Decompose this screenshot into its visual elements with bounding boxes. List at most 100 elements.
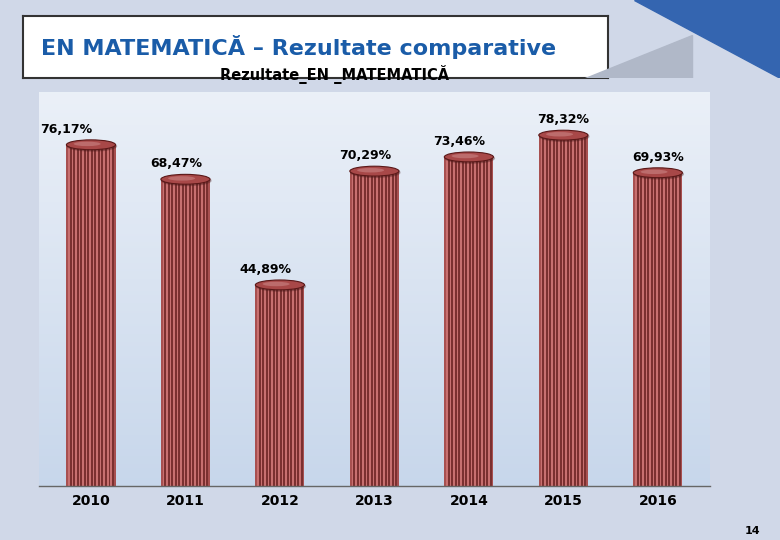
- Bar: [39, 380, 710, 382]
- Ellipse shape: [540, 132, 589, 141]
- Bar: [39, 366, 710, 368]
- Bar: [266, 285, 268, 486]
- Bar: [481, 157, 483, 486]
- Ellipse shape: [350, 166, 399, 176]
- Bar: [173, 179, 175, 486]
- Bar: [39, 200, 710, 202]
- Bar: [392, 171, 394, 486]
- Bar: [96, 145, 98, 486]
- Bar: [39, 299, 710, 301]
- Ellipse shape: [263, 282, 289, 286]
- Bar: [172, 179, 173, 486]
- Bar: [39, 255, 710, 258]
- Bar: [366, 171, 367, 486]
- Bar: [39, 214, 710, 216]
- Bar: [644, 173, 646, 486]
- Ellipse shape: [445, 152, 494, 162]
- Bar: [658, 173, 660, 486]
- Bar: [574, 135, 576, 486]
- Bar: [542, 135, 544, 486]
- Ellipse shape: [161, 174, 210, 184]
- Bar: [39, 98, 710, 100]
- Bar: [656, 173, 658, 486]
- Bar: [39, 301, 710, 303]
- Bar: [374, 171, 376, 486]
- Text: EN MATEMATICĂ – Rezultate comparative: EN MATEMATICĂ – Rezultate comparative: [41, 35, 556, 59]
- Bar: [674, 173, 675, 486]
- Bar: [203, 179, 204, 486]
- Bar: [39, 125, 710, 127]
- Bar: [456, 157, 459, 486]
- Bar: [649, 173, 651, 486]
- Bar: [39, 157, 710, 159]
- Bar: [39, 464, 710, 466]
- Bar: [39, 468, 710, 470]
- Bar: [39, 484, 710, 486]
- Bar: [477, 157, 480, 486]
- Bar: [39, 458, 710, 461]
- Bar: [186, 179, 187, 486]
- Bar: [642, 173, 643, 486]
- Bar: [39, 100, 710, 102]
- Bar: [39, 320, 710, 322]
- Bar: [546, 135, 548, 486]
- Bar: [105, 145, 107, 486]
- Bar: [39, 230, 710, 232]
- Bar: [491, 157, 494, 486]
- Bar: [39, 285, 710, 287]
- Bar: [39, 358, 710, 360]
- Bar: [581, 135, 583, 486]
- Bar: [271, 285, 273, 486]
- Bar: [39, 110, 710, 112]
- Bar: [39, 421, 710, 423]
- Bar: [672, 173, 674, 486]
- Bar: [480, 157, 481, 486]
- Bar: [39, 466, 710, 468]
- Bar: [196, 179, 197, 486]
- Ellipse shape: [161, 176, 211, 186]
- Bar: [282, 285, 283, 486]
- Bar: [476, 157, 477, 486]
- Bar: [39, 455, 710, 456]
- Polygon shape: [633, 0, 780, 78]
- Bar: [39, 220, 710, 222]
- Bar: [101, 145, 103, 486]
- Bar: [39, 168, 710, 171]
- Bar: [39, 258, 710, 259]
- Bar: [39, 165, 710, 167]
- Bar: [541, 135, 542, 486]
- Bar: [453, 157, 455, 486]
- Bar: [39, 275, 710, 277]
- Bar: [660, 173, 661, 486]
- Bar: [39, 190, 710, 192]
- Bar: [39, 449, 710, 450]
- Bar: [558, 135, 560, 486]
- Bar: [39, 307, 710, 308]
- Bar: [264, 285, 266, 486]
- Bar: [39, 348, 710, 350]
- Bar: [39, 133, 710, 135]
- Bar: [292, 285, 294, 486]
- Bar: [175, 179, 176, 486]
- Bar: [39, 186, 710, 188]
- Text: 76,17%: 76,17%: [41, 123, 93, 136]
- Bar: [39, 336, 710, 338]
- Bar: [670, 173, 672, 486]
- Bar: [39, 252, 710, 253]
- Bar: [539, 135, 541, 486]
- Bar: [72, 145, 73, 486]
- Bar: [294, 285, 296, 486]
- Bar: [39, 368, 710, 370]
- Bar: [289, 285, 290, 486]
- Bar: [39, 111, 710, 113]
- Bar: [39, 246, 710, 247]
- Ellipse shape: [357, 168, 384, 172]
- Bar: [553, 135, 555, 486]
- Bar: [39, 226, 710, 228]
- Bar: [383, 171, 385, 486]
- Bar: [39, 413, 710, 415]
- Bar: [39, 399, 710, 401]
- Bar: [469, 157, 470, 486]
- Bar: [488, 157, 490, 486]
- Bar: [200, 179, 201, 486]
